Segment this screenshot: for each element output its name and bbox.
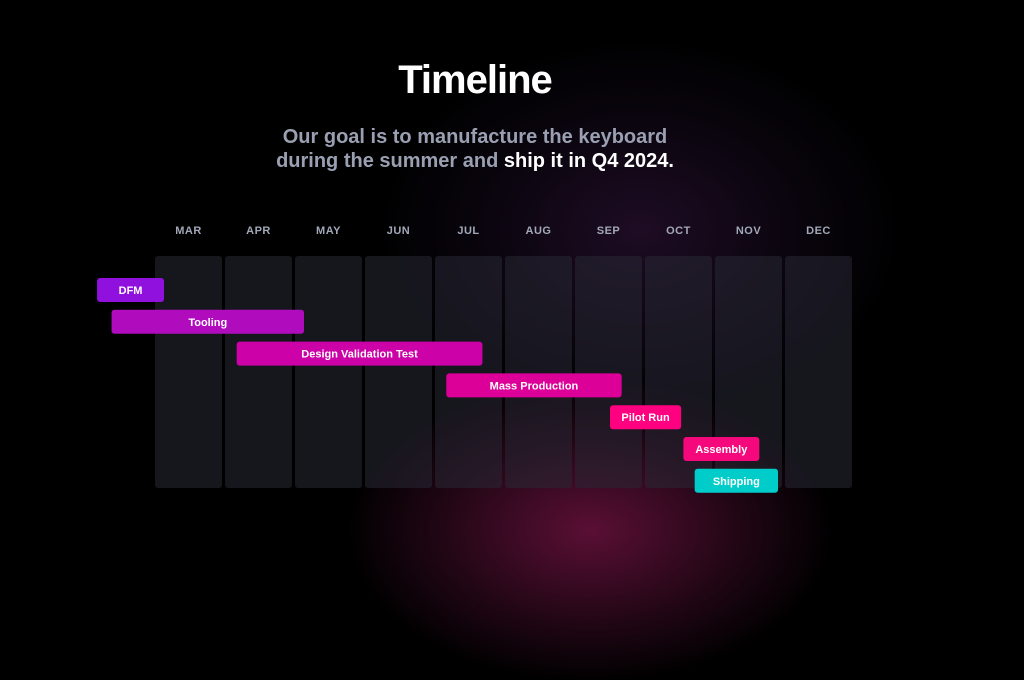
task-label: Design Validation Test [301, 349, 418, 361]
task-bar[interactable] [694, 468, 778, 493]
task-label: Mass Production [490, 380, 579, 392]
month-label: JUL [457, 225, 479, 237]
subtitle: Our goal is to manufacture the keyboard … [250, 125, 700, 173]
month-label: SEP [597, 225, 621, 237]
month-label: MAY [316, 225, 341, 237]
task-bar[interactable] [610, 405, 682, 430]
month-column [225, 256, 292, 488]
task-bar[interactable] [683, 437, 760, 461]
month-column [505, 256, 572, 488]
month-label: APR [246, 225, 271, 237]
task-label: Pilot Run [621, 412, 670, 424]
task-bar[interactable] [111, 309, 305, 334]
task-label: Assembly [695, 444, 748, 456]
timeline-chart: MAR APR MAY JUN JUL AUG SEP OCT NOV DEC DFM Tooling… [97, 225, 852, 493]
task-bar[interactable] [236, 341, 483, 366]
subtitle-text: Our goal is to manufacture the keyboard … [276, 126, 668, 172]
month-label: DEC [806, 225, 831, 237]
task-bar[interactable] [97, 278, 165, 302]
month-column [155, 256, 222, 488]
task-label: Shipping [713, 476, 760, 488]
month-label: MAR [175, 225, 202, 237]
month-column [645, 256, 712, 488]
month-column [785, 256, 852, 488]
month-label: AUG [526, 225, 552, 237]
month-column [295, 256, 362, 488]
month-column [575, 256, 642, 488]
month-column [365, 256, 432, 488]
subtitle-highlight: ship it in Q4 2024. [503, 150, 674, 172]
month-column [715, 256, 782, 488]
month-label: JUN [387, 225, 411, 237]
month-label: OCT [666, 225, 691, 237]
task-label: DFM [119, 285, 143, 297]
task-bar[interactable] [446, 373, 622, 398]
month-column [435, 256, 502, 488]
month-label: NOV [736, 225, 762, 237]
task-label: Tooling [188, 317, 227, 329]
page-title: Timeline [398, 58, 553, 102]
